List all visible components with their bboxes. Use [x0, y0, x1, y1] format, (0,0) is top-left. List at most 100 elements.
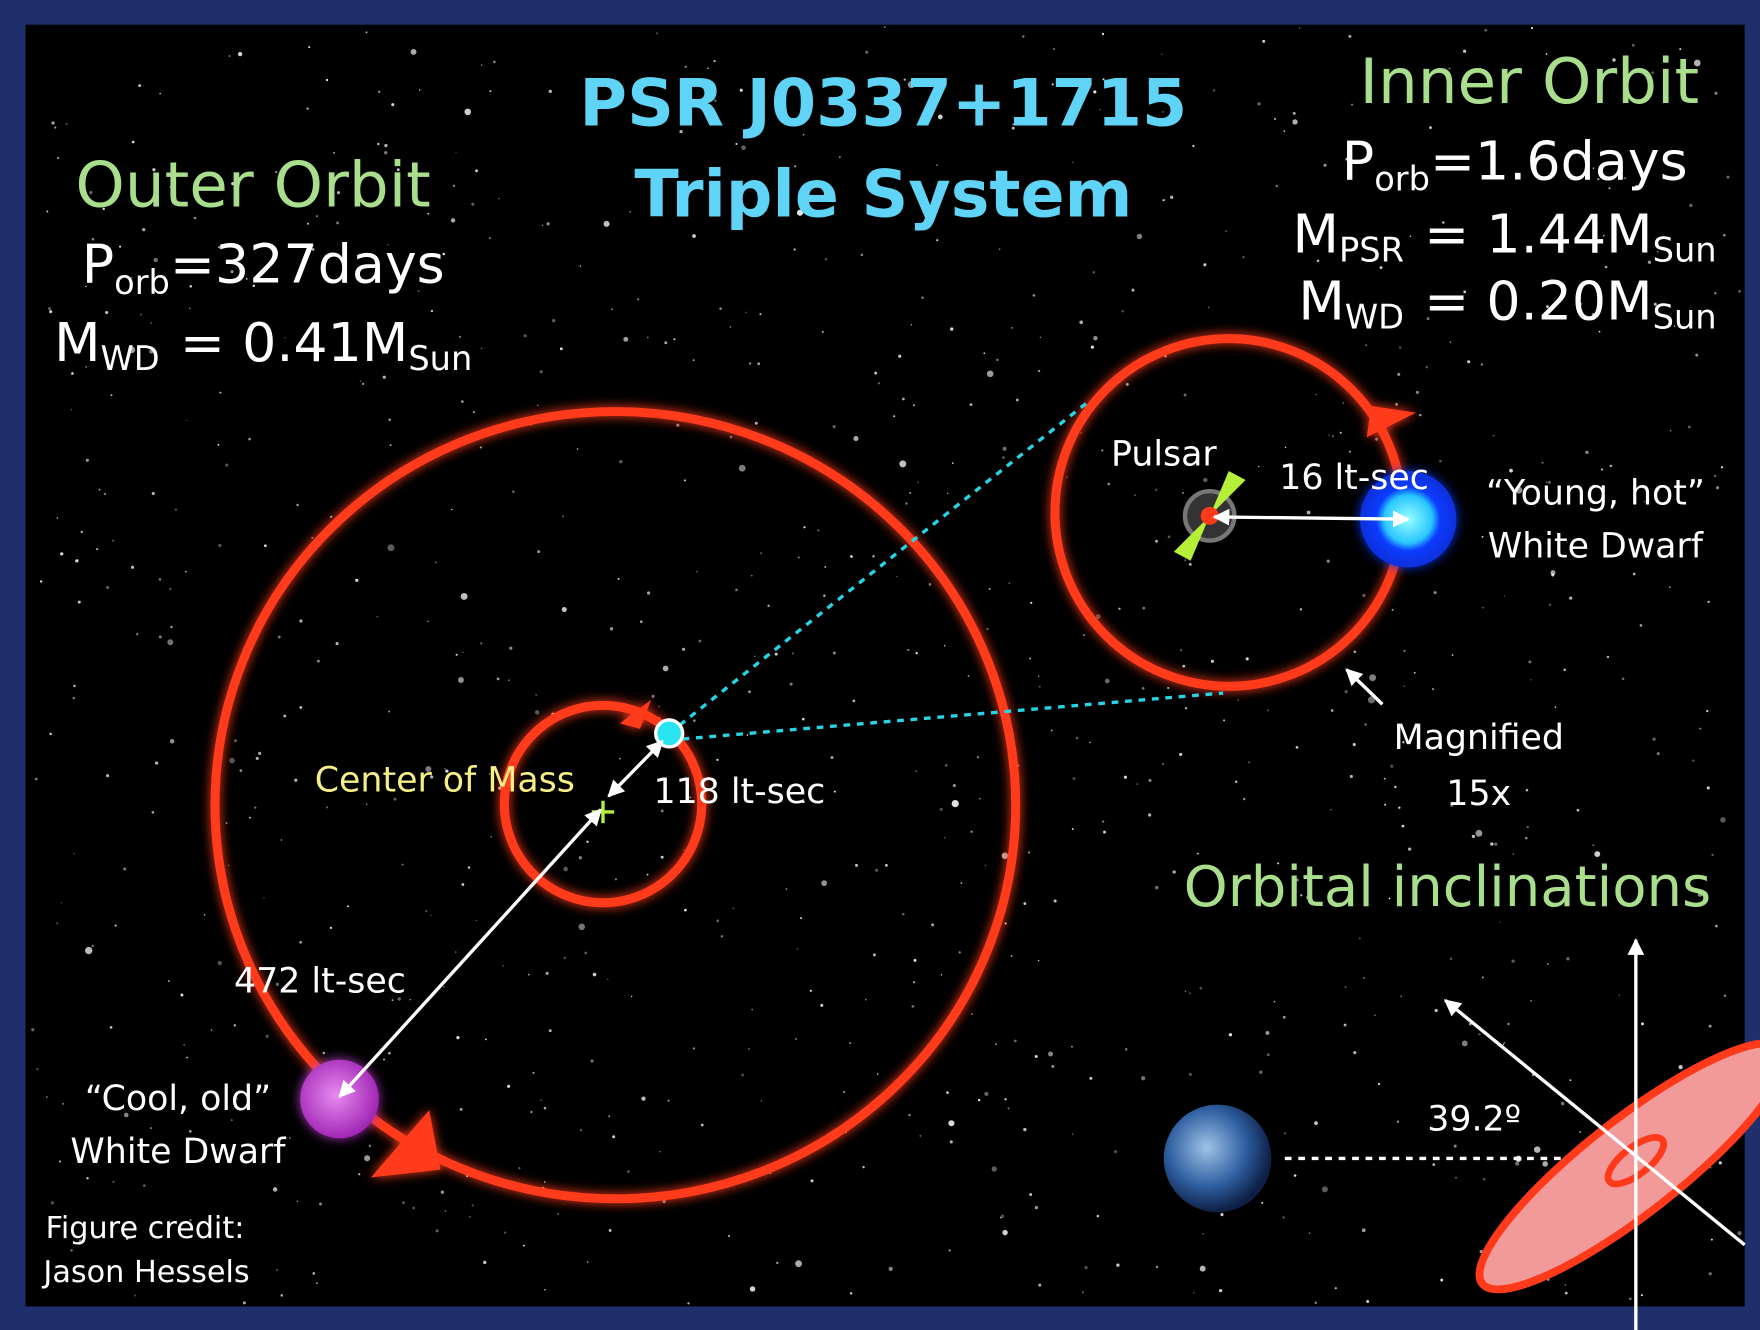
star	[1136, 783, 1138, 785]
star	[1180, 649, 1182, 651]
star	[1450, 341, 1451, 342]
star	[419, 89, 420, 90]
star	[1093, 271, 1095, 273]
star	[231, 1119, 233, 1121]
star	[1526, 789, 1529, 792]
star	[336, 221, 339, 224]
star	[1432, 688, 1434, 690]
star	[1220, 1213, 1223, 1216]
star	[1723, 234, 1725, 236]
star	[754, 656, 755, 657]
star	[619, 758, 621, 760]
star	[1002, 853, 1009, 860]
star	[1366, 1300, 1369, 1303]
star	[1082, 1291, 1084, 1293]
star	[1345, 986, 1347, 988]
star	[1714, 475, 1717, 478]
star	[475, 169, 478, 172]
star	[1565, 1284, 1567, 1286]
star	[70, 1249, 72, 1251]
star	[1265, 1031, 1269, 1035]
star	[59, 1160, 61, 1162]
star	[1432, 1163, 1435, 1166]
star	[971, 1013, 973, 1015]
star	[136, 633, 138, 635]
star	[390, 444, 392, 446]
star	[683, 849, 684, 850]
star	[218, 544, 221, 547]
star	[388, 418, 391, 421]
star	[884, 26, 885, 27]
star	[1016, 399, 1019, 402]
young-wd-label: White Dwarf	[1488, 526, 1704, 566]
star	[1261, 1202, 1263, 1204]
star	[256, 757, 259, 760]
star	[1284, 130, 1286, 132]
star	[388, 1052, 391, 1055]
star	[716, 759, 718, 761]
star	[1494, 843, 1497, 846]
star	[456, 654, 458, 656]
star	[1001, 1215, 1004, 1218]
star	[1141, 1076, 1145, 1080]
star	[297, 1200, 298, 1201]
star	[1641, 1294, 1643, 1296]
star	[878, 382, 880, 384]
cool-wd-label: White Dwarf	[70, 1132, 286, 1172]
star	[1258, 466, 1259, 467]
star	[153, 258, 157, 262]
star	[57, 157, 59, 159]
star	[751, 1009, 753, 1011]
star	[748, 1048, 750, 1050]
star	[1416, 391, 1419, 394]
star	[311, 537, 313, 539]
star	[358, 1173, 360, 1175]
star	[1478, 1033, 1480, 1035]
star	[535, 710, 539, 714]
star	[1534, 1146, 1541, 1153]
star	[811, 1179, 814, 1182]
star	[1002, 456, 1005, 459]
star	[1714, 92, 1717, 95]
star	[1038, 1284, 1041, 1287]
star	[472, 1204, 474, 1206]
star	[591, 1059, 594, 1062]
star	[225, 464, 228, 467]
star	[1033, 294, 1036, 297]
star	[1076, 737, 1078, 739]
star	[936, 239, 938, 241]
star	[949, 1249, 951, 1251]
star	[1097, 1215, 1099, 1217]
star	[485, 1039, 487, 1041]
star	[508, 679, 509, 680]
star	[1483, 1178, 1486, 1181]
star	[1640, 624, 1643, 627]
star	[1107, 483, 1110, 486]
star	[1652, 737, 1655, 740]
star	[111, 394, 113, 396]
star	[909, 492, 911, 494]
young-wd-label: “Young, hot”	[1486, 474, 1705, 514]
star	[1670, 430, 1671, 431]
star	[1378, 1083, 1380, 1085]
star	[946, 1091, 949, 1094]
star	[1023, 902, 1026, 905]
star	[502, 965, 504, 967]
title-line: PSR J0337+1715	[579, 67, 1187, 142]
star	[1294, 1174, 1296, 1176]
star	[387, 544, 394, 551]
star	[1402, 825, 1405, 828]
star	[615, 878, 617, 880]
star	[289, 1137, 291, 1139]
star	[1482, 536, 1484, 538]
star	[507, 1085, 510, 1088]
star	[1452, 654, 1454, 656]
star	[453, 185, 455, 187]
star	[105, 311, 108, 314]
star	[915, 770, 917, 772]
star	[1185, 707, 1187, 709]
star	[658, 706, 660, 708]
star	[1530, 679, 1531, 680]
star	[217, 444, 219, 446]
star	[1630, 949, 1632, 951]
